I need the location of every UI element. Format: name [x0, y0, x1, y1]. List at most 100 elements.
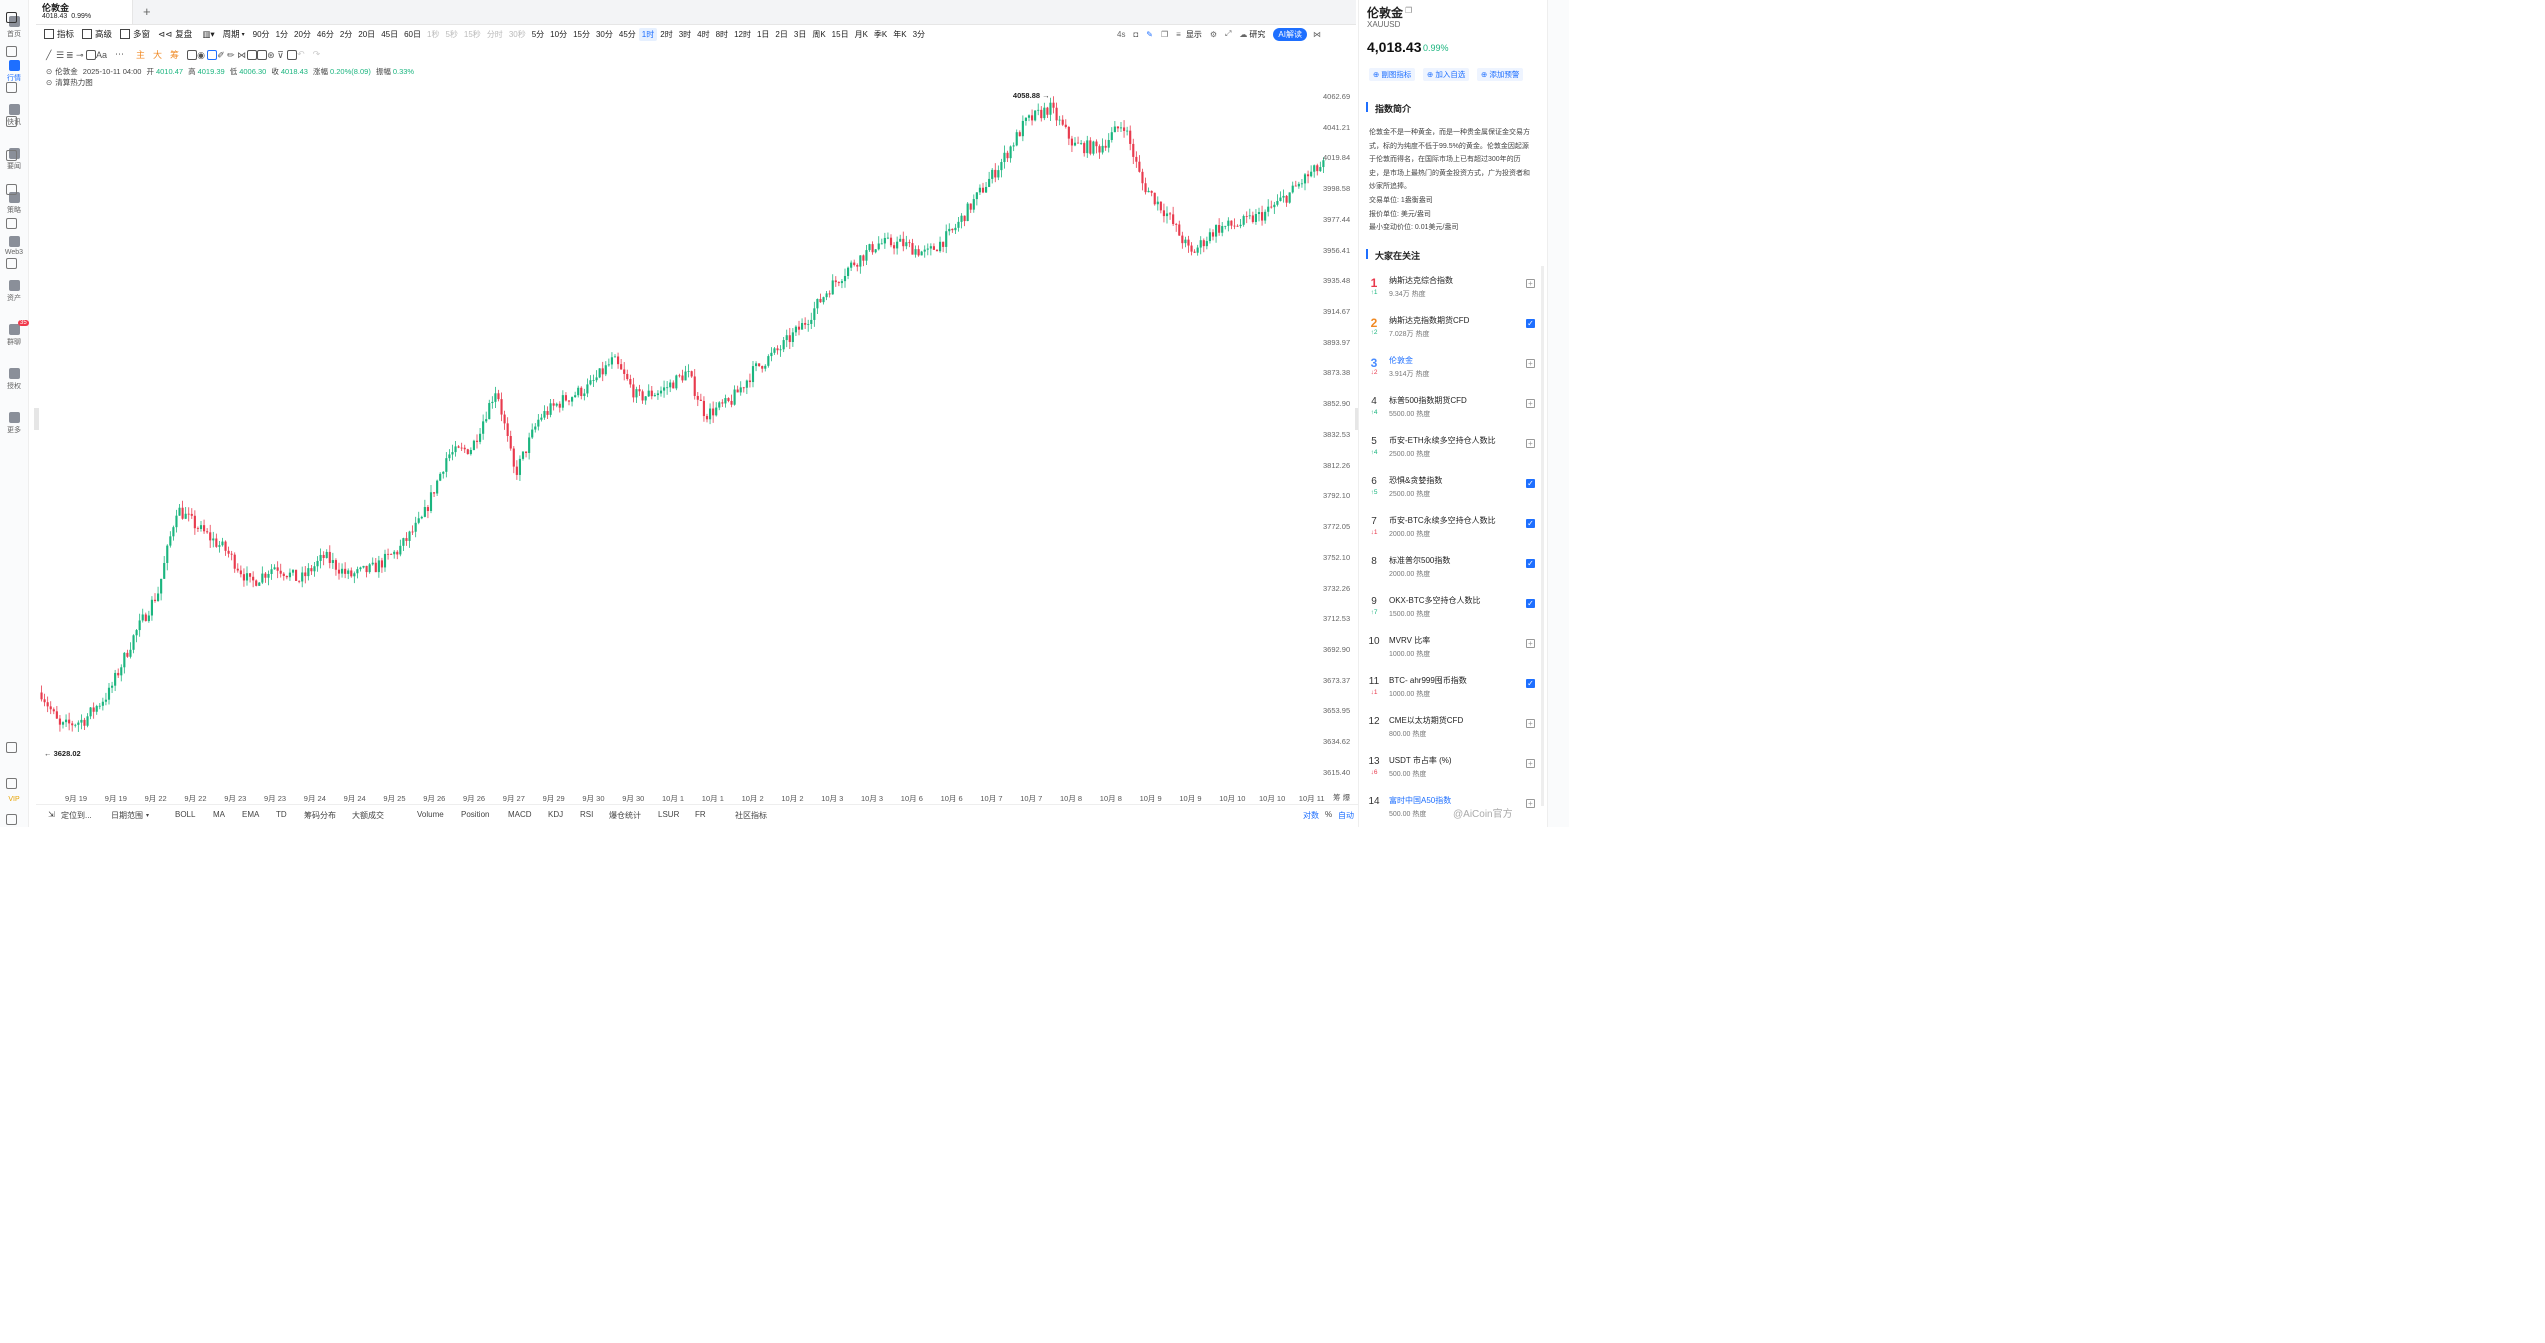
- period-20[interactable]: 3时: [678, 29, 692, 39]
- nav-item-1[interactable]: 行情: [0, 60, 28, 83]
- chip-button[interactable]: 筹: [170, 50, 180, 60]
- multi-window-button[interactable]: 多窗: [133, 29, 151, 39]
- watchlist-checkbox[interactable]: +: [1526, 799, 1535, 808]
- watchlist-checkbox[interactable]: +: [1526, 759, 1535, 768]
- watchlist-checkbox[interactable]: +: [1526, 359, 1535, 368]
- bottom-indicator-10[interactable]: RSI: [580, 810, 594, 819]
- chart-icon[interactable]: [6, 82, 17, 93]
- bottom-indicator-12[interactable]: LSUR: [658, 810, 680, 819]
- period-21[interactable]: 4时: [697, 29, 710, 39]
- period-6[interactable]: 45日: [381, 29, 399, 39]
- ray-tool-icon[interactable]: ⊸: [76, 49, 84, 60]
- ai-button[interactable]: AI解读: [1273, 27, 1307, 41]
- overlay-icon[interactable]: [187, 49, 198, 60]
- display-button[interactable]: 显示: [1185, 29, 1202, 39]
- nav-item-7[interactable]: 群聊 35: [0, 320, 29, 347]
- watchlist-checkbox[interactable]: ✓: [1526, 679, 1535, 688]
- nav-item-6[interactable]: 资产: [0, 280, 28, 303]
- period-9[interactable]: 5秒: [445, 29, 458, 39]
- hot-item[interactable]: 9 ↑7 OKX-BTC多空持仓人数比 1500.00 热度 ✓: [1367, 594, 1542, 632]
- panel-icon[interactable]: [6, 742, 17, 753]
- undo-icon[interactable]: ↶: [297, 49, 305, 59]
- nav-item-0[interactable]: 首页: [0, 16, 28, 39]
- replay-button[interactable]: 复盘: [175, 29, 193, 39]
- pattern-icon[interactable]: ⋈: [237, 49, 247, 60]
- panel-scrollbar[interactable]: [1541, 266, 1544, 806]
- magnet-icon[interactable]: ⊛: [267, 49, 275, 60]
- monitor-icon[interactable]: [6, 184, 17, 195]
- document-icon[interactable]: [6, 46, 17, 57]
- nav-item-3[interactable]: 要闻: [0, 148, 28, 171]
- nav-item-4[interactable]: 策略: [0, 192, 28, 215]
- period-15[interactable]: 15分: [573, 29, 590, 39]
- channel-tool-icon[interactable]: ≣: [66, 49, 74, 60]
- bottom-indicator-9[interactable]: KDJ: [548, 810, 564, 819]
- layout-icon[interactable]: [6, 12, 17, 23]
- hot-item[interactable]: 1 ↑1 纳斯达克综合指数 9.34万 热度 +: [1367, 274, 1542, 312]
- headset-icon[interactable]: [6, 778, 17, 789]
- left-collapse-handle[interactable]: [34, 408, 39, 430]
- period-11[interactable]: 分时: [486, 29, 503, 39]
- bottom-indicator-2[interactable]: EMA: [242, 810, 260, 819]
- hot-item[interactable]: 12 CME以太坊期货CFD 800.00 热度 +: [1367, 714, 1542, 752]
- ruler-icon[interactable]: ✐: [217, 49, 225, 60]
- hot-item[interactable]: 13 ↓6 USDT 市占率 (%) 500.00 热度 +: [1367, 754, 1542, 792]
- watchlist-checkbox[interactable]: +: [1526, 719, 1535, 728]
- period-14[interactable]: 10分: [550, 29, 568, 39]
- period-button[interactable]: 周期: [222, 29, 240, 39]
- research-button[interactable]: 研究: [1249, 29, 1266, 39]
- nav-item-8[interactable]: 授权: [0, 368, 28, 391]
- redo-icon[interactable]: ↷: [312, 49, 321, 59]
- hot-item[interactable]: 2 ↑2 纳斯达克指数期货CFD 7.028万 热度 ✓: [1367, 314, 1542, 352]
- bottom-indicator-14[interactable]: 社区指标: [735, 811, 767, 820]
- period-23[interactable]: 12时: [734, 29, 751, 39]
- share-icon[interactable]: ⋈: [1312, 29, 1321, 39]
- watchlist-checkbox[interactable]: ✓: [1526, 599, 1535, 608]
- copy-code-icon[interactable]: ❐: [1405, 6, 1413, 15]
- period-29[interactable]: 月K: [854, 29, 868, 39]
- bot-icon[interactable]: [6, 814, 17, 825]
- trend-icon[interactable]: [6, 116, 17, 127]
- watchlist-checkbox[interactable]: +: [1526, 399, 1535, 408]
- nav-item-5[interactable]: Web3: [0, 236, 28, 256]
- corner-labels[interactable]: 筹 爆: [1333, 793, 1351, 802]
- period-31[interactable]: 年K: [893, 29, 907, 39]
- watchlist-checkbox[interactable]: +: [1526, 639, 1535, 648]
- period-10[interactable]: 15秒: [463, 29, 481, 39]
- hot-item[interactable]: 4 ↑4 标普500指数期货CFD 5500.00 热度 +: [1367, 394, 1542, 432]
- brush-icon[interactable]: ✏: [227, 49, 235, 60]
- hline-tool-icon[interactable]: ☰: [56, 49, 65, 60]
- candlestick-chart[interactable]: 4058.88 → ← 3628.02: [38, 90, 1326, 780]
- bottom-indicator-8[interactable]: MACD: [508, 810, 532, 819]
- bottom-indicator-6[interactable]: Volume: [417, 810, 444, 819]
- robot-icon[interactable]: [6, 218, 17, 229]
- period-3[interactable]: 46分: [316, 29, 334, 39]
- period-8[interactable]: 1秒: [427, 29, 440, 39]
- hot-item[interactable]: 10 MVRV 比率 1000.00 热度 +: [1367, 634, 1542, 672]
- period-22[interactable]: 8时: [715, 29, 729, 39]
- period-24[interactable]: 1日: [756, 29, 770, 39]
- layers-icon[interactable]: [207, 49, 218, 60]
- stats-icon[interactable]: [6, 150, 17, 161]
- signal-icon[interactable]: [6, 258, 17, 269]
- refresh-interval[interactable]: 4s: [1117, 29, 1126, 39]
- bottom-indicator-13[interactable]: FR: [695, 810, 706, 819]
- watchlist-checkbox[interactable]: ✓: [1526, 479, 1535, 488]
- text-tool[interactable]: Aa: [96, 49, 108, 60]
- note-icon[interactable]: [257, 49, 268, 60]
- period-16[interactable]: 30分: [595, 29, 613, 39]
- lock-icon[interactable]: [247, 49, 258, 60]
- period-30[interactable]: 季K: [873, 29, 888, 39]
- right-collapse-handle[interactable]: [1355, 408, 1360, 430]
- bottom-indicator-7[interactable]: Position: [461, 810, 490, 819]
- copy-icon[interactable]: ❐: [1161, 29, 1169, 39]
- hot-item[interactable]: 3 ↓2 伦敦金 3.914万 热度 +: [1367, 354, 1542, 392]
- pen-icon[interactable]: ✎: [1146, 29, 1153, 39]
- watchlist-checkbox[interactable]: +: [1526, 439, 1535, 448]
- list-icon[interactable]: ≡: [1176, 29, 1181, 39]
- fullscreen-icon[interactable]: ⤢: [1225, 29, 1232, 38]
- auto-scale-button[interactable]: 自动: [1338, 811, 1354, 820]
- heatmap-label[interactable]: 清算热力图: [55, 78, 93, 87]
- bottom-indicator-11[interactable]: 爆仓统计: [609, 811, 641, 820]
- period-12[interactable]: 30秒: [508, 29, 526, 39]
